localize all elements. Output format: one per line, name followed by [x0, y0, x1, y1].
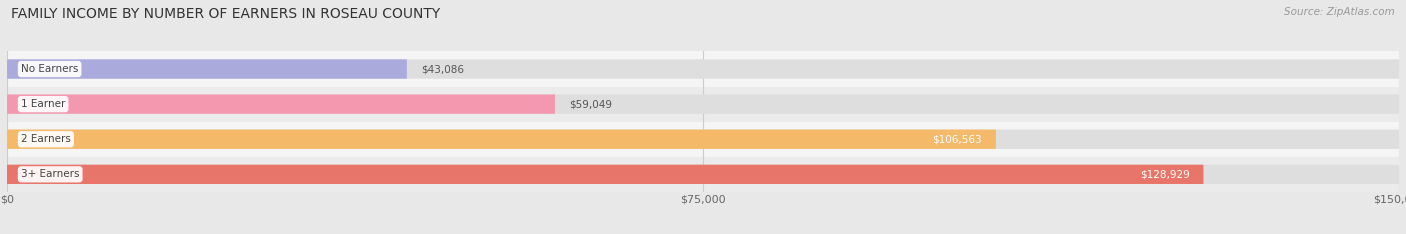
- FancyBboxPatch shape: [7, 130, 995, 149]
- Bar: [7, 87, 1399, 122]
- FancyBboxPatch shape: [7, 59, 1399, 79]
- Text: 3+ Earners: 3+ Earners: [21, 169, 80, 179]
- FancyBboxPatch shape: [7, 95, 555, 114]
- FancyBboxPatch shape: [7, 165, 1204, 184]
- Bar: [7, 51, 1399, 87]
- Text: 2 Earners: 2 Earners: [21, 134, 70, 144]
- Bar: [7, 122, 1399, 157]
- FancyBboxPatch shape: [7, 95, 1399, 114]
- Text: $43,086: $43,086: [420, 64, 464, 74]
- Text: 1 Earner: 1 Earner: [21, 99, 65, 109]
- Text: $59,049: $59,049: [569, 99, 612, 109]
- Text: $128,929: $128,929: [1140, 169, 1189, 179]
- FancyBboxPatch shape: [7, 59, 406, 79]
- Text: $106,563: $106,563: [932, 134, 981, 144]
- Text: FAMILY INCOME BY NUMBER OF EARNERS IN ROSEAU COUNTY: FAMILY INCOME BY NUMBER OF EARNERS IN RO…: [11, 7, 440, 21]
- Text: No Earners: No Earners: [21, 64, 79, 74]
- Bar: [7, 157, 1399, 192]
- Text: Source: ZipAtlas.com: Source: ZipAtlas.com: [1284, 7, 1395, 17]
- FancyBboxPatch shape: [7, 165, 1399, 184]
- FancyBboxPatch shape: [7, 130, 1399, 149]
